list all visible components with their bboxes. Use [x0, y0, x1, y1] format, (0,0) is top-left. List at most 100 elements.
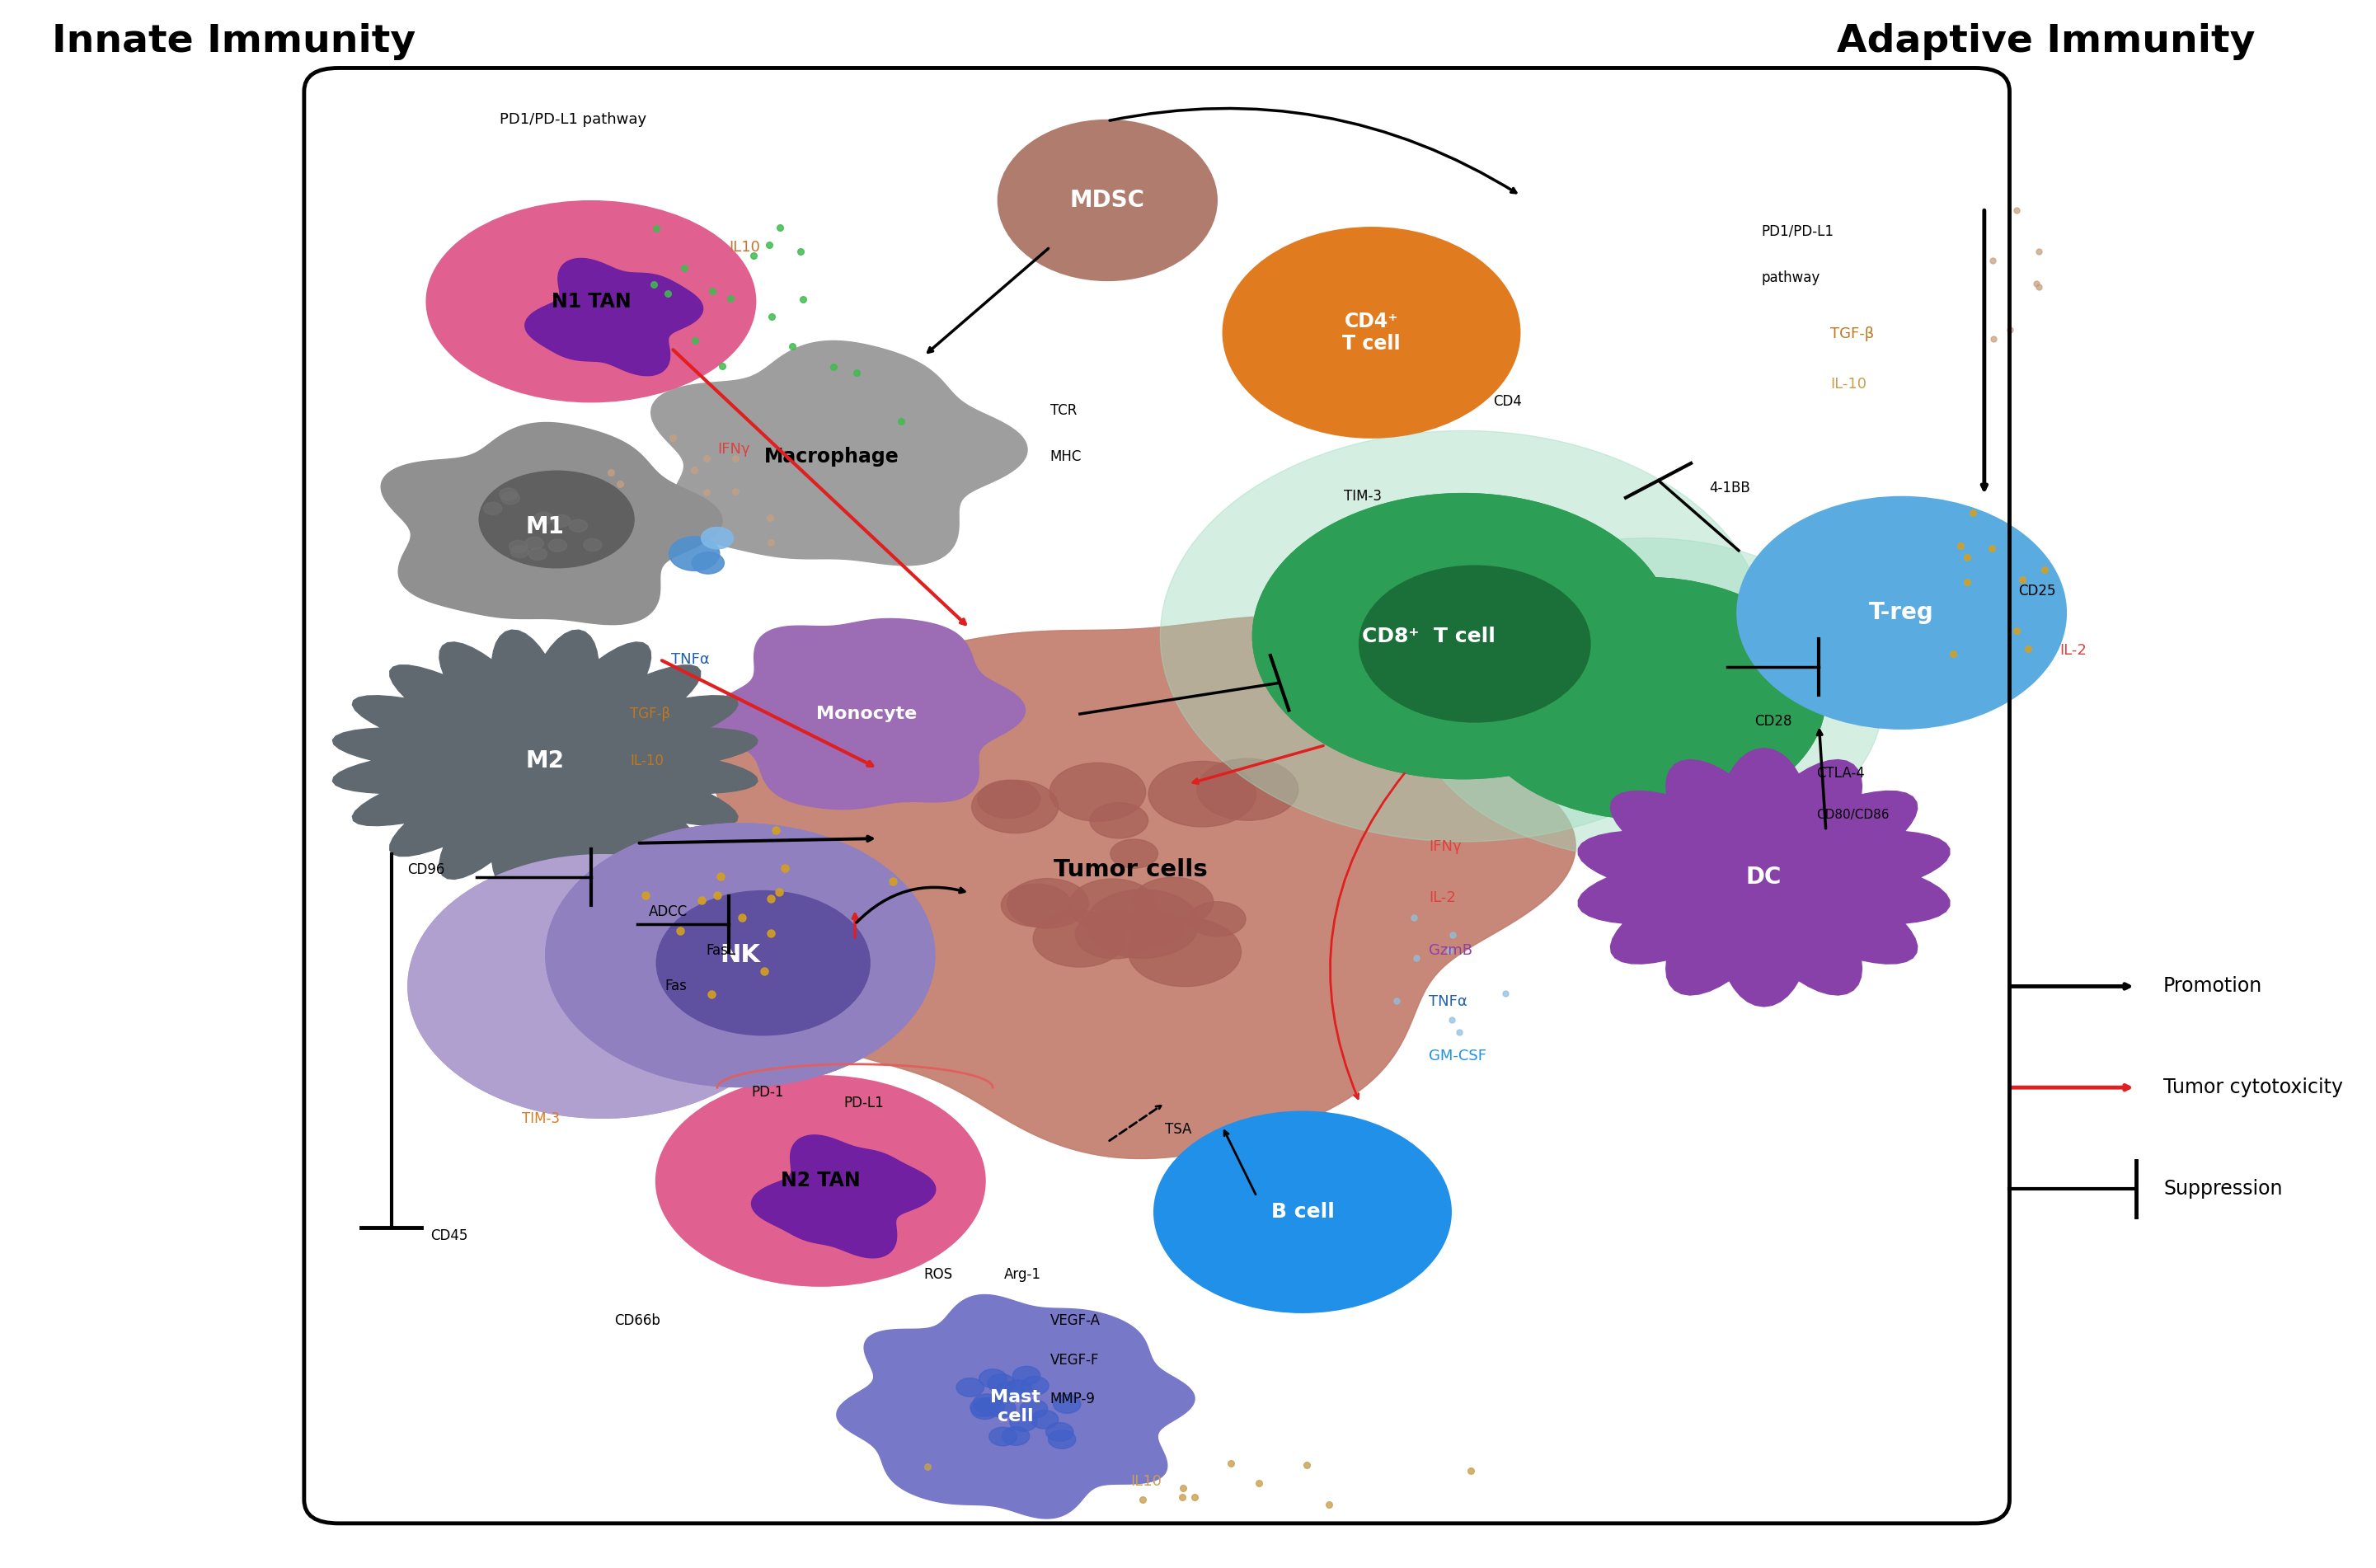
Circle shape [549, 539, 568, 552]
Ellipse shape [1110, 839, 1157, 869]
Circle shape [972, 1400, 998, 1419]
Text: Macrophage: Macrophage [765, 447, 901, 467]
Ellipse shape [1737, 495, 2067, 729]
Text: CD4: CD4 [1492, 394, 1523, 409]
Text: IFNγ: IFNγ [1428, 839, 1461, 853]
Polygon shape [751, 1135, 936, 1258]
Circle shape [670, 536, 720, 571]
Text: PD1/PD-L1: PD1/PD-L1 [1761, 224, 1834, 238]
Ellipse shape [1148, 760, 1257, 826]
Text: GzmB: GzmB [1428, 942, 1473, 958]
Text: Mast
cell: Mast cell [991, 1389, 1041, 1424]
Polygon shape [651, 340, 1026, 566]
Ellipse shape [406, 855, 798, 1118]
Ellipse shape [1007, 878, 1088, 928]
Circle shape [753, 939, 777, 955]
Text: N2 TAN: N2 TAN [782, 1171, 860, 1190]
Circle shape [748, 967, 772, 983]
Circle shape [525, 536, 544, 549]
Circle shape [701, 527, 734, 549]
Circle shape [1048, 1430, 1076, 1449]
Circle shape [1045, 1422, 1074, 1441]
Circle shape [1019, 1400, 1048, 1417]
Ellipse shape [1086, 889, 1200, 958]
Polygon shape [710, 616, 1575, 1159]
Ellipse shape [656, 891, 870, 1036]
Text: DC: DC [1746, 866, 1782, 889]
Text: CD8⁺  T cell: CD8⁺ T cell [1361, 626, 1495, 646]
Polygon shape [525, 259, 703, 376]
Ellipse shape [1359, 564, 1592, 723]
Polygon shape [708, 619, 1024, 809]
Text: MMP-9: MMP-9 [1050, 1391, 1095, 1406]
Text: TIM-3: TIM-3 [523, 1112, 561, 1126]
Text: IFNγ: IFNγ [718, 442, 751, 456]
Text: MHC: MHC [1050, 450, 1081, 464]
Ellipse shape [1034, 911, 1126, 967]
Text: 4-1BB: 4-1BB [1708, 481, 1749, 495]
Text: CD66b: CD66b [613, 1314, 661, 1328]
Ellipse shape [1129, 913, 1183, 946]
Text: PD-1: PD-1 [751, 1085, 784, 1099]
Circle shape [668, 953, 691, 969]
Circle shape [485, 502, 501, 514]
Ellipse shape [544, 823, 936, 1088]
Circle shape [1003, 1427, 1029, 1446]
Ellipse shape [1188, 902, 1245, 936]
Text: TIM-3: TIM-3 [1345, 489, 1383, 503]
Circle shape [508, 541, 527, 554]
Ellipse shape [478, 470, 634, 569]
Text: Monocyte: Monocyte [815, 706, 917, 723]
Text: Arg-1: Arg-1 [1005, 1267, 1041, 1281]
Ellipse shape [1561, 640, 1756, 773]
Polygon shape [710, 616, 1575, 1159]
Ellipse shape [1069, 878, 1157, 933]
Text: TNFα: TNFα [672, 652, 710, 666]
Circle shape [988, 1427, 1017, 1446]
Ellipse shape [1050, 762, 1145, 822]
Text: NK: NK [720, 944, 760, 967]
Circle shape [551, 514, 570, 527]
Circle shape [665, 952, 687, 967]
Text: CD4⁺
T cell: CD4⁺ T cell [1342, 312, 1399, 354]
Circle shape [1053, 1394, 1081, 1413]
Ellipse shape [1159, 431, 1765, 842]
Text: TNFα: TNFα [1428, 994, 1468, 1010]
Text: IL-2: IL-2 [2060, 643, 2086, 657]
Ellipse shape [1091, 803, 1148, 839]
Circle shape [663, 942, 687, 958]
Text: T-reg: T-reg [1870, 601, 1934, 624]
Polygon shape [1578, 748, 1951, 1007]
Circle shape [1005, 1380, 1031, 1399]
Circle shape [527, 547, 546, 560]
Ellipse shape [1129, 917, 1240, 986]
Text: M1: M1 [525, 516, 565, 539]
Ellipse shape [425, 201, 756, 403]
Circle shape [677, 975, 701, 989]
Circle shape [972, 1394, 1000, 1413]
Text: CTLA-4: CTLA-4 [1818, 765, 1865, 781]
Ellipse shape [1411, 538, 1884, 859]
Circle shape [977, 1397, 1005, 1416]
Text: FasL: FasL [706, 942, 737, 958]
Circle shape [979, 1369, 1007, 1388]
Ellipse shape [1076, 911, 1155, 958]
Text: pathway: pathway [1761, 271, 1820, 285]
Text: M2: M2 [525, 750, 565, 771]
Text: MDSC: MDSC [1069, 188, 1145, 212]
Circle shape [958, 1378, 984, 1397]
Text: CD45: CD45 [430, 1228, 468, 1243]
Ellipse shape [1000, 884, 1072, 927]
Text: CD28: CD28 [1756, 715, 1792, 729]
Ellipse shape [656, 1076, 986, 1287]
Ellipse shape [972, 781, 1057, 833]
Text: IL-10: IL-10 [630, 753, 663, 768]
Text: IL-2: IL-2 [1428, 891, 1456, 905]
Ellipse shape [1468, 577, 1825, 820]
Circle shape [1010, 1413, 1038, 1432]
Text: IL10: IL10 [1131, 1474, 1162, 1488]
Text: TGF-β: TGF-β [1830, 326, 1875, 342]
Text: Tumor cells: Tumor cells [1053, 858, 1207, 881]
Text: Suppression: Suppression [2162, 1179, 2283, 1198]
Text: Adaptive Immunity: Adaptive Immunity [1837, 24, 2255, 60]
